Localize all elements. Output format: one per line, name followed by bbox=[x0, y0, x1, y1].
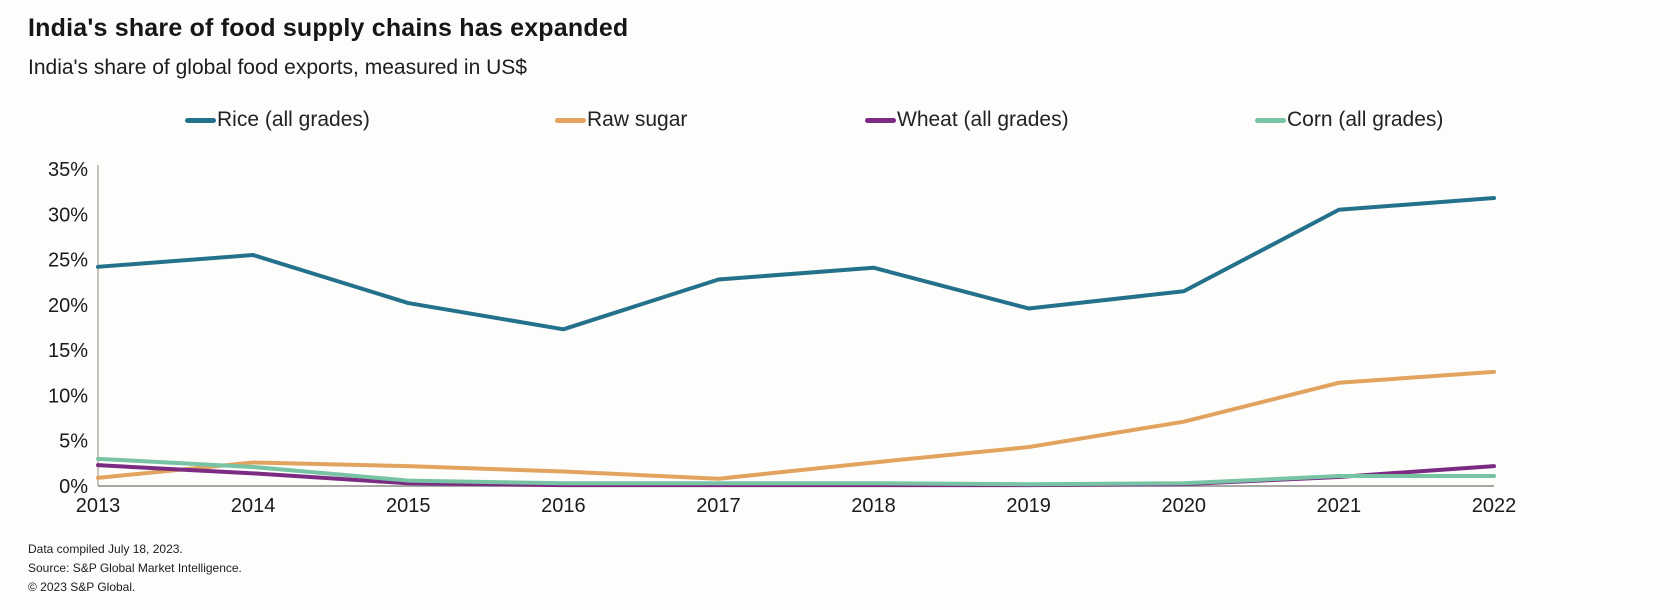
y-tick-label: 25% bbox=[48, 250, 88, 272]
y-tick-label: 15% bbox=[48, 340, 88, 362]
legend-label-rice-all-grades: Rice (all grades) bbox=[217, 108, 370, 131]
legend-item-corn-all-grades: Corn (all grades) bbox=[1255, 108, 1443, 132]
legend-swatch-corn-all-grades bbox=[1255, 117, 1286, 123]
legend-label-corn-all-grades: Corn (all grades) bbox=[1287, 108, 1444, 131]
x-tick-label: 2021 bbox=[1317, 495, 1362, 517]
legend-item-raw-sugar: Raw sugar bbox=[555, 108, 687, 132]
footnote-copyright: © 2023 S&P Global. bbox=[28, 580, 136, 594]
chart-footnotes: Data compiled July 18, 2023. Source: S&P… bbox=[28, 540, 242, 597]
legend-label-raw-sugar: Raw sugar bbox=[587, 108, 688, 131]
legend-item-rice-all-grades: Rice (all grades) bbox=[185, 108, 370, 132]
series-line-corn-all-grades bbox=[96, 456, 1496, 487]
y-tick-label: 20% bbox=[48, 295, 88, 317]
x-tick-label: 2020 bbox=[1162, 495, 1207, 517]
page-subtitle: India's share of global food exports, me… bbox=[28, 56, 527, 79]
legend-swatch-raw-sugar bbox=[555, 117, 586, 123]
legend-swatch-rice-all-grades bbox=[185, 117, 216, 123]
y-tick-label: 35% bbox=[48, 159, 88, 181]
series-line-rice-all-grades bbox=[96, 195, 1496, 332]
page-title: India's share of food supply chains has … bbox=[28, 14, 629, 42]
x-tick-label: 2018 bbox=[851, 495, 896, 517]
footnote-source: Source: S&P Global Market Intelligence. bbox=[28, 561, 242, 575]
y-tick-label: 0% bbox=[59, 476, 88, 498]
x-tick-label: 2017 bbox=[696, 495, 741, 517]
y-tick-label: 10% bbox=[48, 385, 88, 407]
legend-swatch-wheat-all-grades bbox=[865, 117, 896, 123]
footnote-compiled: Data compiled July 18, 2023. bbox=[28, 542, 183, 556]
x-tick-label: 2016 bbox=[541, 495, 586, 517]
x-tick-label: 2013 bbox=[76, 495, 121, 517]
y-tick-label: 30% bbox=[48, 204, 88, 226]
legend-item-wheat-all-grades: Wheat (all grades) bbox=[865, 108, 1069, 132]
legend-label-wheat-all-grades: Wheat (all grades) bbox=[897, 108, 1069, 131]
x-tick-label: 2022 bbox=[1472, 495, 1517, 517]
x-tick-label: 2015 bbox=[386, 495, 431, 517]
y-tick-label: 5% bbox=[59, 431, 88, 453]
chart-legend: Rice (all grades) Raw sugar Wheat (all gra… bbox=[0, 108, 1680, 136]
x-tick-label: 2019 bbox=[1006, 495, 1051, 517]
x-tick-label: 2014 bbox=[231, 495, 276, 517]
line-chart: 0% 5% 10% 15% 20% 25% 30% 35% 2013 2014 2015 2016 20… bbox=[48, 159, 1517, 517]
series-line-raw-sugar bbox=[96, 369, 1496, 481]
